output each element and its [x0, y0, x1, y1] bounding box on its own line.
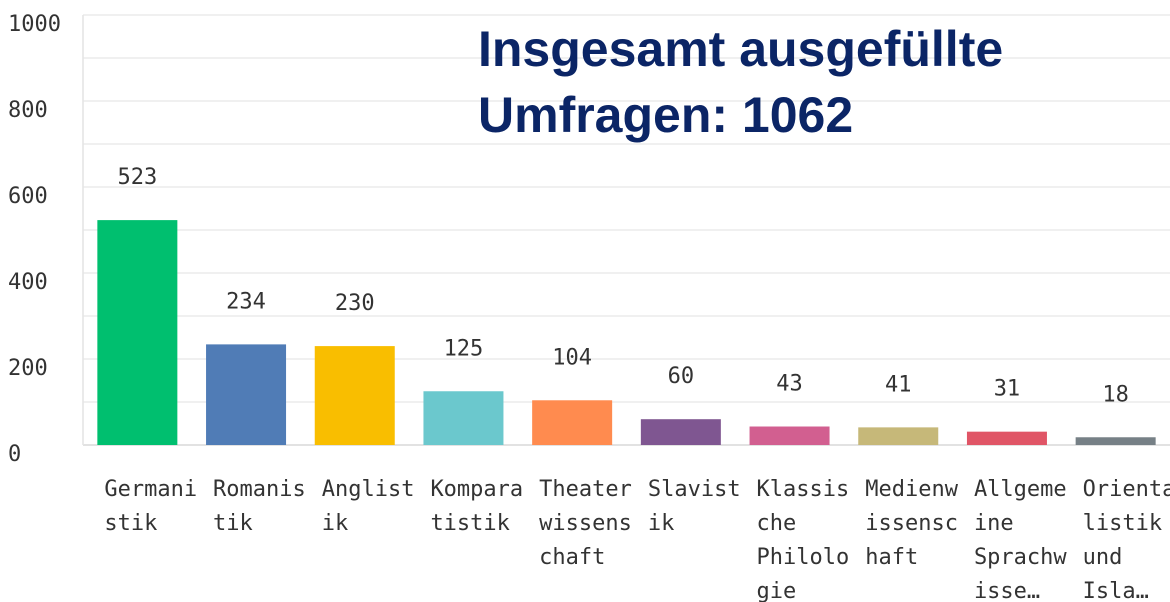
- x-tick-label: Isla…: [1083, 579, 1149, 602]
- bar: [532, 400, 613, 445]
- value-label: 60: [668, 364, 695, 389]
- x-tick-label: Medienw: [865, 477, 958, 502]
- y-tick-label: 800: [8, 98, 48, 123]
- y-tick-label: 600: [8, 184, 48, 209]
- annotation: Insgesamt ausgefüllte Umfragen: 1062: [478, 21, 1004, 143]
- x-tick-label: Orienta: [1083, 477, 1170, 502]
- bar: [640, 419, 721, 445]
- y-tick-label: 1000: [8, 12, 61, 37]
- value-label: 43: [776, 372, 803, 397]
- x-tick-label: chaft: [539, 545, 605, 570]
- x-tick-label: Sprachw: [974, 545, 1067, 570]
- x-tick-label: wissens: [539, 511, 632, 536]
- x-tick-label: Allgeme: [974, 477, 1067, 502]
- x-tick-label: Kompara: [430, 477, 523, 502]
- bar: [966, 431, 1047, 445]
- x-tick-label: Germani: [104, 477, 197, 502]
- x-tick-label: Slavist: [648, 477, 741, 502]
- y-tick-label: 200: [8, 356, 48, 381]
- bar: [858, 427, 939, 445]
- bar: [97, 220, 178, 445]
- bar: [423, 391, 504, 445]
- x-tick-label: listik: [1083, 511, 1162, 536]
- x-tick-label: tistik: [430, 511, 509, 536]
- y-tick-label: 0: [8, 442, 21, 467]
- y-tick-label: 400: [8, 270, 48, 295]
- bar: [206, 344, 287, 445]
- x-tick-label: Anglist: [322, 477, 415, 502]
- x-tick-label: Philolo: [757, 545, 850, 570]
- value-label: 41: [885, 372, 912, 397]
- x-tick-label: gie: [757, 579, 797, 602]
- x-tick-label: Romanis: [213, 477, 306, 502]
- x-tick-label: stik: [104, 511, 157, 536]
- value-label: 523: [117, 165, 157, 190]
- x-tick-label: ine: [974, 511, 1014, 536]
- value-label: 125: [444, 336, 484, 361]
- x-tick-label: ik: [648, 511, 675, 536]
- bar: [749, 426, 830, 445]
- x-tick-label: issensc: [865, 511, 958, 536]
- x-tick-label: Klassis: [757, 477, 850, 502]
- bar: [314, 346, 395, 445]
- x-tick-label: Theater: [539, 477, 632, 502]
- x-tick-label: che: [757, 511, 797, 536]
- x-tick-label: isse…: [974, 579, 1040, 602]
- value-label: 234: [226, 289, 266, 314]
- value-label: 230: [335, 291, 375, 316]
- x-tick-label: ik: [322, 511, 349, 536]
- bar: [1075, 437, 1156, 445]
- x-tick-label: haft: [865, 545, 918, 570]
- value-label: 104: [552, 345, 592, 370]
- value-label: 31: [994, 377, 1021, 402]
- x-tick-label: und: [1083, 545, 1123, 570]
- value-label: 18: [1102, 382, 1129, 407]
- x-tick-label: tik: [213, 511, 253, 536]
